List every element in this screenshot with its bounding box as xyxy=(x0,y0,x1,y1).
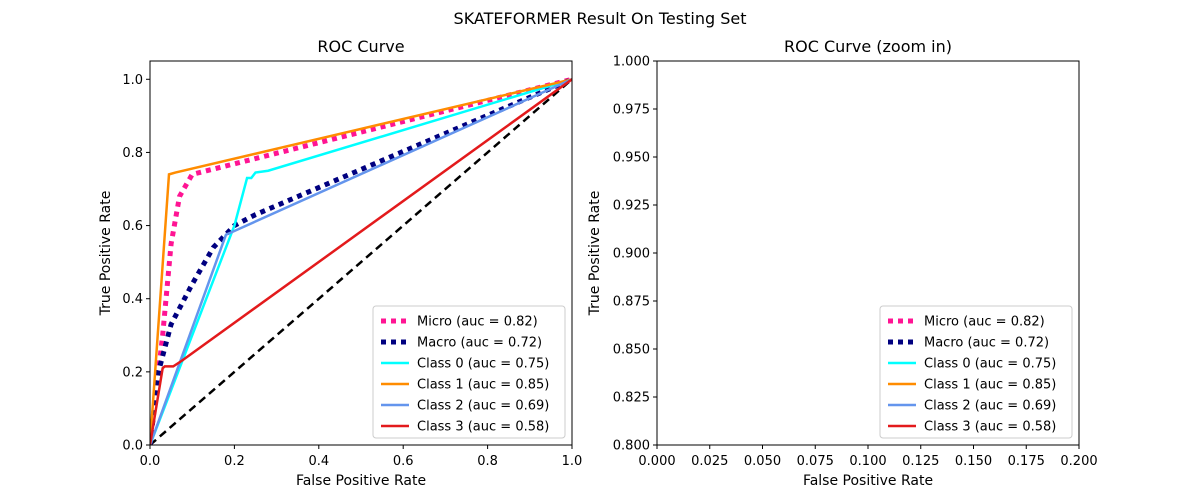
y-tick-label: 0.900 xyxy=(613,247,650,262)
x-tick-label: 0.0 xyxy=(140,454,161,469)
roc-panel-right: ROC Curve (zoom in) False Positive Rate … xyxy=(587,37,1098,489)
legend-label: Class 0 (auc = 0.75) xyxy=(417,357,549,372)
y-tick-label: 0.8 xyxy=(122,146,143,161)
right-y-axis-label: True Positive Rate xyxy=(587,191,603,317)
legend-label: Class 0 (auc = 0.75) xyxy=(924,357,1056,372)
x-tick-label: 0.000 xyxy=(638,454,675,469)
axes-frame xyxy=(149,60,573,446)
right-plot-title: ROC Curve (zoom in) xyxy=(784,37,952,56)
roc-series-micro xyxy=(150,76,572,445)
legend-label: Class 2 (auc = 0.69) xyxy=(924,399,1056,414)
left-plot-title: ROC Curve xyxy=(317,37,404,56)
legend: Micro (auc = 0.82) Macro (auc = 0.72) Clas… xyxy=(372,305,566,439)
y-tick-label: 0.975 xyxy=(613,103,650,118)
y-tick-label: 1.000 xyxy=(613,55,650,70)
y-tick-label: 0.800 xyxy=(613,439,650,454)
x-tick-label: 0.200 xyxy=(1060,454,1097,469)
y-tick-label: 0.0 xyxy=(122,439,143,454)
x-tick-label: 0.150 xyxy=(955,454,992,469)
legend: Micro (auc = 0.82) Macro (auc = 0.72) Clas… xyxy=(879,305,1073,439)
right-x-axis-label: False Positive Rate xyxy=(803,473,933,489)
roc-series-class3 xyxy=(150,78,572,445)
y-tick-label: 0.925 xyxy=(613,199,650,214)
y-tick-label: 0.875 xyxy=(613,295,650,310)
x-tick-label: 0.125 xyxy=(902,454,939,469)
left-x-axis-label: False Positive Rate xyxy=(296,473,426,489)
x-tick-label: 0.025 xyxy=(691,454,728,469)
legend-label: Micro (auc = 0.82) xyxy=(924,315,1045,330)
legend-label: Class 1 (auc = 0.85) xyxy=(417,378,549,393)
legend-label: Macro (auc = 0.72) xyxy=(924,336,1049,351)
legend-label: Class 3 (auc = 0.58) xyxy=(417,420,549,435)
roc-series-class0 xyxy=(150,78,572,445)
chance-line xyxy=(150,78,572,445)
x-tick-label: 0.6 xyxy=(393,454,414,469)
roc-series-macro xyxy=(150,76,572,445)
x-tick-label: 0.075 xyxy=(797,454,834,469)
legend-label: Macro (auc = 0.72) xyxy=(417,336,542,351)
roc-series-class2 xyxy=(150,78,572,445)
legend-label: Class 3 (auc = 0.58) xyxy=(924,420,1056,435)
y-tick-label: 1.0 xyxy=(122,73,143,88)
x-tick-label: 0.100 xyxy=(849,454,886,469)
left-y-axis-label: True Positive Rate xyxy=(98,191,114,317)
legend-label: Class 1 (auc = 0.85) xyxy=(924,378,1056,393)
y-tick-label: 0.2 xyxy=(122,365,143,380)
legend-label: Class 2 (auc = 0.69) xyxy=(417,399,549,414)
y-tick-label: 0.850 xyxy=(613,343,650,358)
x-tick-label: 0.4 xyxy=(308,454,329,469)
x-tick-label: 0.050 xyxy=(744,454,781,469)
legend-box xyxy=(879,305,1073,439)
x-tick-label: 0.2 xyxy=(224,454,245,469)
y-tick-label: 0.950 xyxy=(613,151,650,166)
plot-area xyxy=(150,76,572,445)
figure-title: SKATEFORMER Result On Testing Set xyxy=(454,9,747,28)
x-tick-label: 0.175 xyxy=(1008,454,1045,469)
y-tick-label: 0.825 xyxy=(613,391,650,406)
y-tick-label: 0.6 xyxy=(122,219,143,234)
x-tick-label: 1.0 xyxy=(562,454,583,469)
x-tick-label: 0.8 xyxy=(477,454,498,469)
roc-panel-left: ROC Curve False Positive Rate True Posit… xyxy=(98,37,582,489)
roc-series-class1 xyxy=(150,78,572,445)
legend-label: Micro (auc = 0.82) xyxy=(417,315,538,330)
legend-box xyxy=(372,305,566,439)
y-tick-label: 0.4 xyxy=(122,292,143,307)
